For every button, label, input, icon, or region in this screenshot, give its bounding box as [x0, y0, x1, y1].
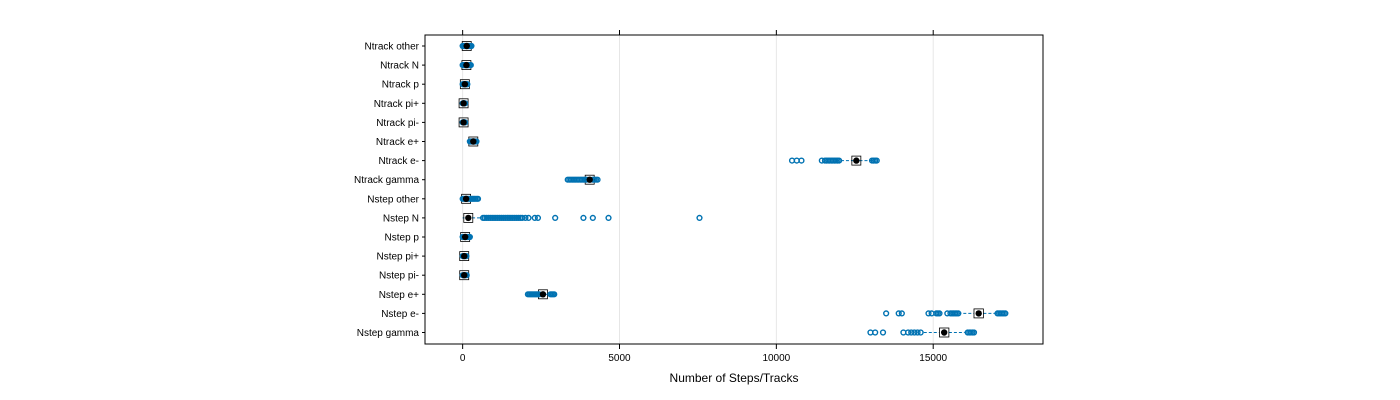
category-label: Ntrack p: [382, 80, 420, 91]
outlier-point: [908, 329, 915, 336]
outlier-point: [1002, 310, 1009, 317]
category-label: Ntrack pi-: [376, 118, 419, 129]
category-label: Ntrack N: [380, 61, 419, 72]
category-label: Ntrack e-: [378, 156, 419, 167]
outlier-point: [936, 310, 943, 317]
median-dot: [853, 157, 860, 164]
category-label: Nstep p: [385, 233, 420, 244]
outlier-point: [534, 214, 542, 222]
outlier-point: [872, 329, 879, 336]
median-dot: [460, 119, 467, 126]
category-label: Nstep e+: [379, 290, 419, 301]
outlier-point: [580, 214, 587, 222]
plot-frame: [424, 34, 1044, 345]
category-label: Ntrack pi+: [374, 99, 419, 110]
outlier-point: [905, 329, 912, 336]
category-label: Ntrack other: [365, 42, 420, 53]
median-dot: [462, 195, 470, 202]
median-dot: [461, 233, 469, 241]
outlier-point: [898, 310, 905, 317]
outlier-point: [914, 329, 921, 336]
outlier-point: [955, 310, 962, 317]
x-tick-label: 10000: [762, 353, 790, 364]
outlier-point: [883, 310, 890, 317]
median-dot: [975, 310, 982, 317]
outlier-point: [970, 329, 978, 336]
outlier-point: [531, 214, 538, 222]
median-dot: [461, 252, 468, 260]
outlier-point: [879, 329, 887, 336]
outlier-point: [519, 214, 526, 222]
outlier-point: [551, 291, 558, 298]
category-label: Nstep pi-: [379, 271, 419, 282]
median-dot: [586, 176, 593, 183]
outlier-point: [911, 329, 918, 336]
x-tick-label: 0: [460, 353, 466, 364]
median-dot: [461, 272, 468, 279]
outlier-points: [459, 42, 1009, 336]
median-dot: [940, 329, 948, 336]
x-tick-label: 5000: [608, 353, 631, 364]
outlier-point: [525, 214, 532, 222]
outlier-point: [917, 329, 924, 336]
category-label: Nstep N: [383, 213, 419, 224]
iqr-box: [939, 327, 950, 338]
median-dot: [539, 291, 547, 298]
outlier-point: [552, 214, 559, 222]
outlier-point: [696, 214, 703, 222]
grid-lines: [462, 35, 934, 344]
median-dot: [463, 61, 470, 69]
median-dot: [460, 100, 467, 107]
iqr-box: [973, 308, 984, 319]
median-dot: [470, 138, 477, 145]
category-label: Ntrack e+: [376, 137, 419, 148]
outlier-point: [605, 214, 612, 222]
iqr-box: [463, 212, 474, 223]
category-label: Nstep pi+: [376, 252, 419, 263]
median-dot: [461, 81, 469, 88]
x-tick-label: 15000: [919, 353, 947, 364]
category-label: Nstep gamma: [357, 328, 420, 339]
category-labels: Ntrack other Ntrack N Ntrack p Ntrack pi+ Nt…: [354, 42, 425, 339]
outlier-point: [594, 176, 601, 183]
outlier-point: [895, 310, 902, 317]
x-axis-title: Number of Steps/Tracks: [670, 371, 799, 385]
iqr-box: [851, 155, 862, 166]
x-axis-ticks: 0 5000 10000 15000: [460, 30, 948, 364]
category-label: Nstep e-: [381, 309, 419, 320]
category-label: Ntrack gamma: [354, 175, 419, 186]
outlier-point: [474, 195, 482, 202]
outlier-point: [589, 214, 596, 222]
outlier-point: [835, 157, 843, 164]
outlier-point: [522, 214, 529, 222]
outlier-point: [925, 310, 932, 317]
median-dot: [465, 214, 472, 222]
outlier-point: [798, 157, 805, 164]
category-label: Nstep other: [367, 194, 419, 205]
outlier-point: [873, 157, 880, 164]
median-dot: [463, 42, 470, 50]
